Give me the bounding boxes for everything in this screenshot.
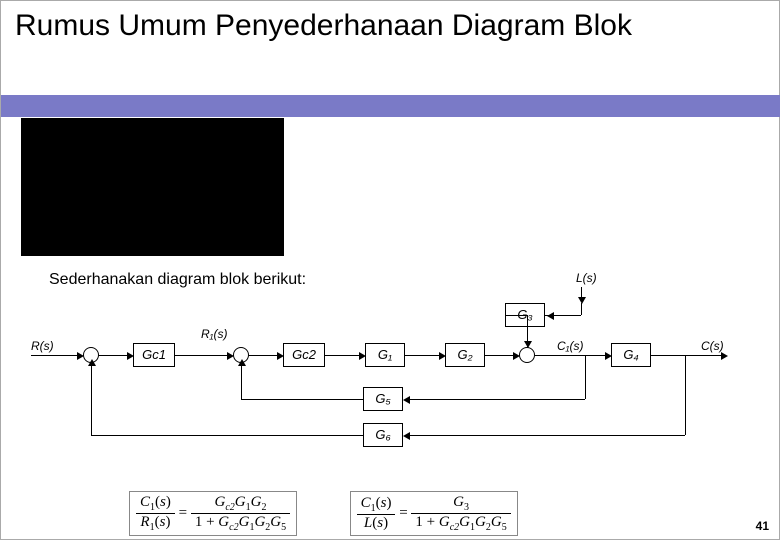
signal-R: R(s): [31, 339, 54, 353]
block-G4: G₄: [611, 343, 651, 367]
block-diagram: R(s) Gc1 R₁(s) Gc2 G₁ G₂ C₁(s) G₄ C(s): [25, 297, 755, 467]
wire: [585, 355, 586, 399]
block-G6: G₆: [363, 423, 403, 447]
arrow-icon: [403, 396, 410, 404]
title-region: Rumus Umum Penyederhanaan Diagram Blok: [1, 1, 780, 50]
page-title: Rumus Umum Penyederhanaan Diagram Blok: [15, 9, 767, 44]
wire: [241, 399, 363, 400]
wire: [249, 355, 279, 356]
wire: [405, 355, 441, 356]
page-number: 41: [756, 519, 769, 533]
wire: [325, 355, 361, 356]
block-G5: G₅: [363, 387, 403, 411]
signal-R1: R₁(s): [201, 327, 227, 341]
subtitle: Sederhanakan diagram blok berikut:: [49, 271, 306, 289]
wire: [651, 355, 723, 356]
wire: [685, 355, 686, 435]
wire: [31, 355, 79, 356]
block-Gc2: Gc2: [283, 343, 325, 367]
block-G2: G₂: [445, 343, 485, 367]
signal-C1: C₁(s): [557, 339, 583, 353]
blackout-region: [21, 118, 284, 256]
wire: [505, 315, 527, 316]
wire: [91, 435, 363, 436]
arrow-icon: [238, 359, 246, 366]
equations: C1(s)R1(s) = Gc2G1G21 + Gc2G1G2G5 C1(s)L…: [129, 491, 566, 536]
arrow-icon: [524, 341, 532, 348]
signal-L: L(s): [576, 271, 597, 285]
summing-junction: [519, 347, 535, 363]
wire: [581, 303, 582, 315]
wire: [241, 363, 242, 399]
equation-1: C1(s)R1(s) = Gc2G1G21 + Gc2G1G2G5: [129, 491, 297, 536]
wire: [99, 355, 129, 356]
wire: [409, 435, 685, 436]
slide: Rumus Umum Penyederhanaan Diagram Blok S…: [0, 0, 780, 540]
block-G1: G₁: [365, 343, 405, 367]
wire: [91, 363, 92, 435]
arrow-icon: [403, 432, 410, 440]
arrow-icon: [88, 359, 96, 366]
wire: [175, 355, 229, 356]
arrow-icon: [547, 312, 554, 320]
signal-C: C(s): [701, 339, 724, 353]
wire: [485, 355, 515, 356]
wire: [409, 399, 585, 400]
accent-bar: [1, 95, 780, 117]
equation-2: C1(s)L(s) = G31 + Gc2G1G2G5: [350, 491, 518, 536]
wire: [535, 355, 607, 356]
block-Gc1: Gc1: [133, 343, 175, 367]
